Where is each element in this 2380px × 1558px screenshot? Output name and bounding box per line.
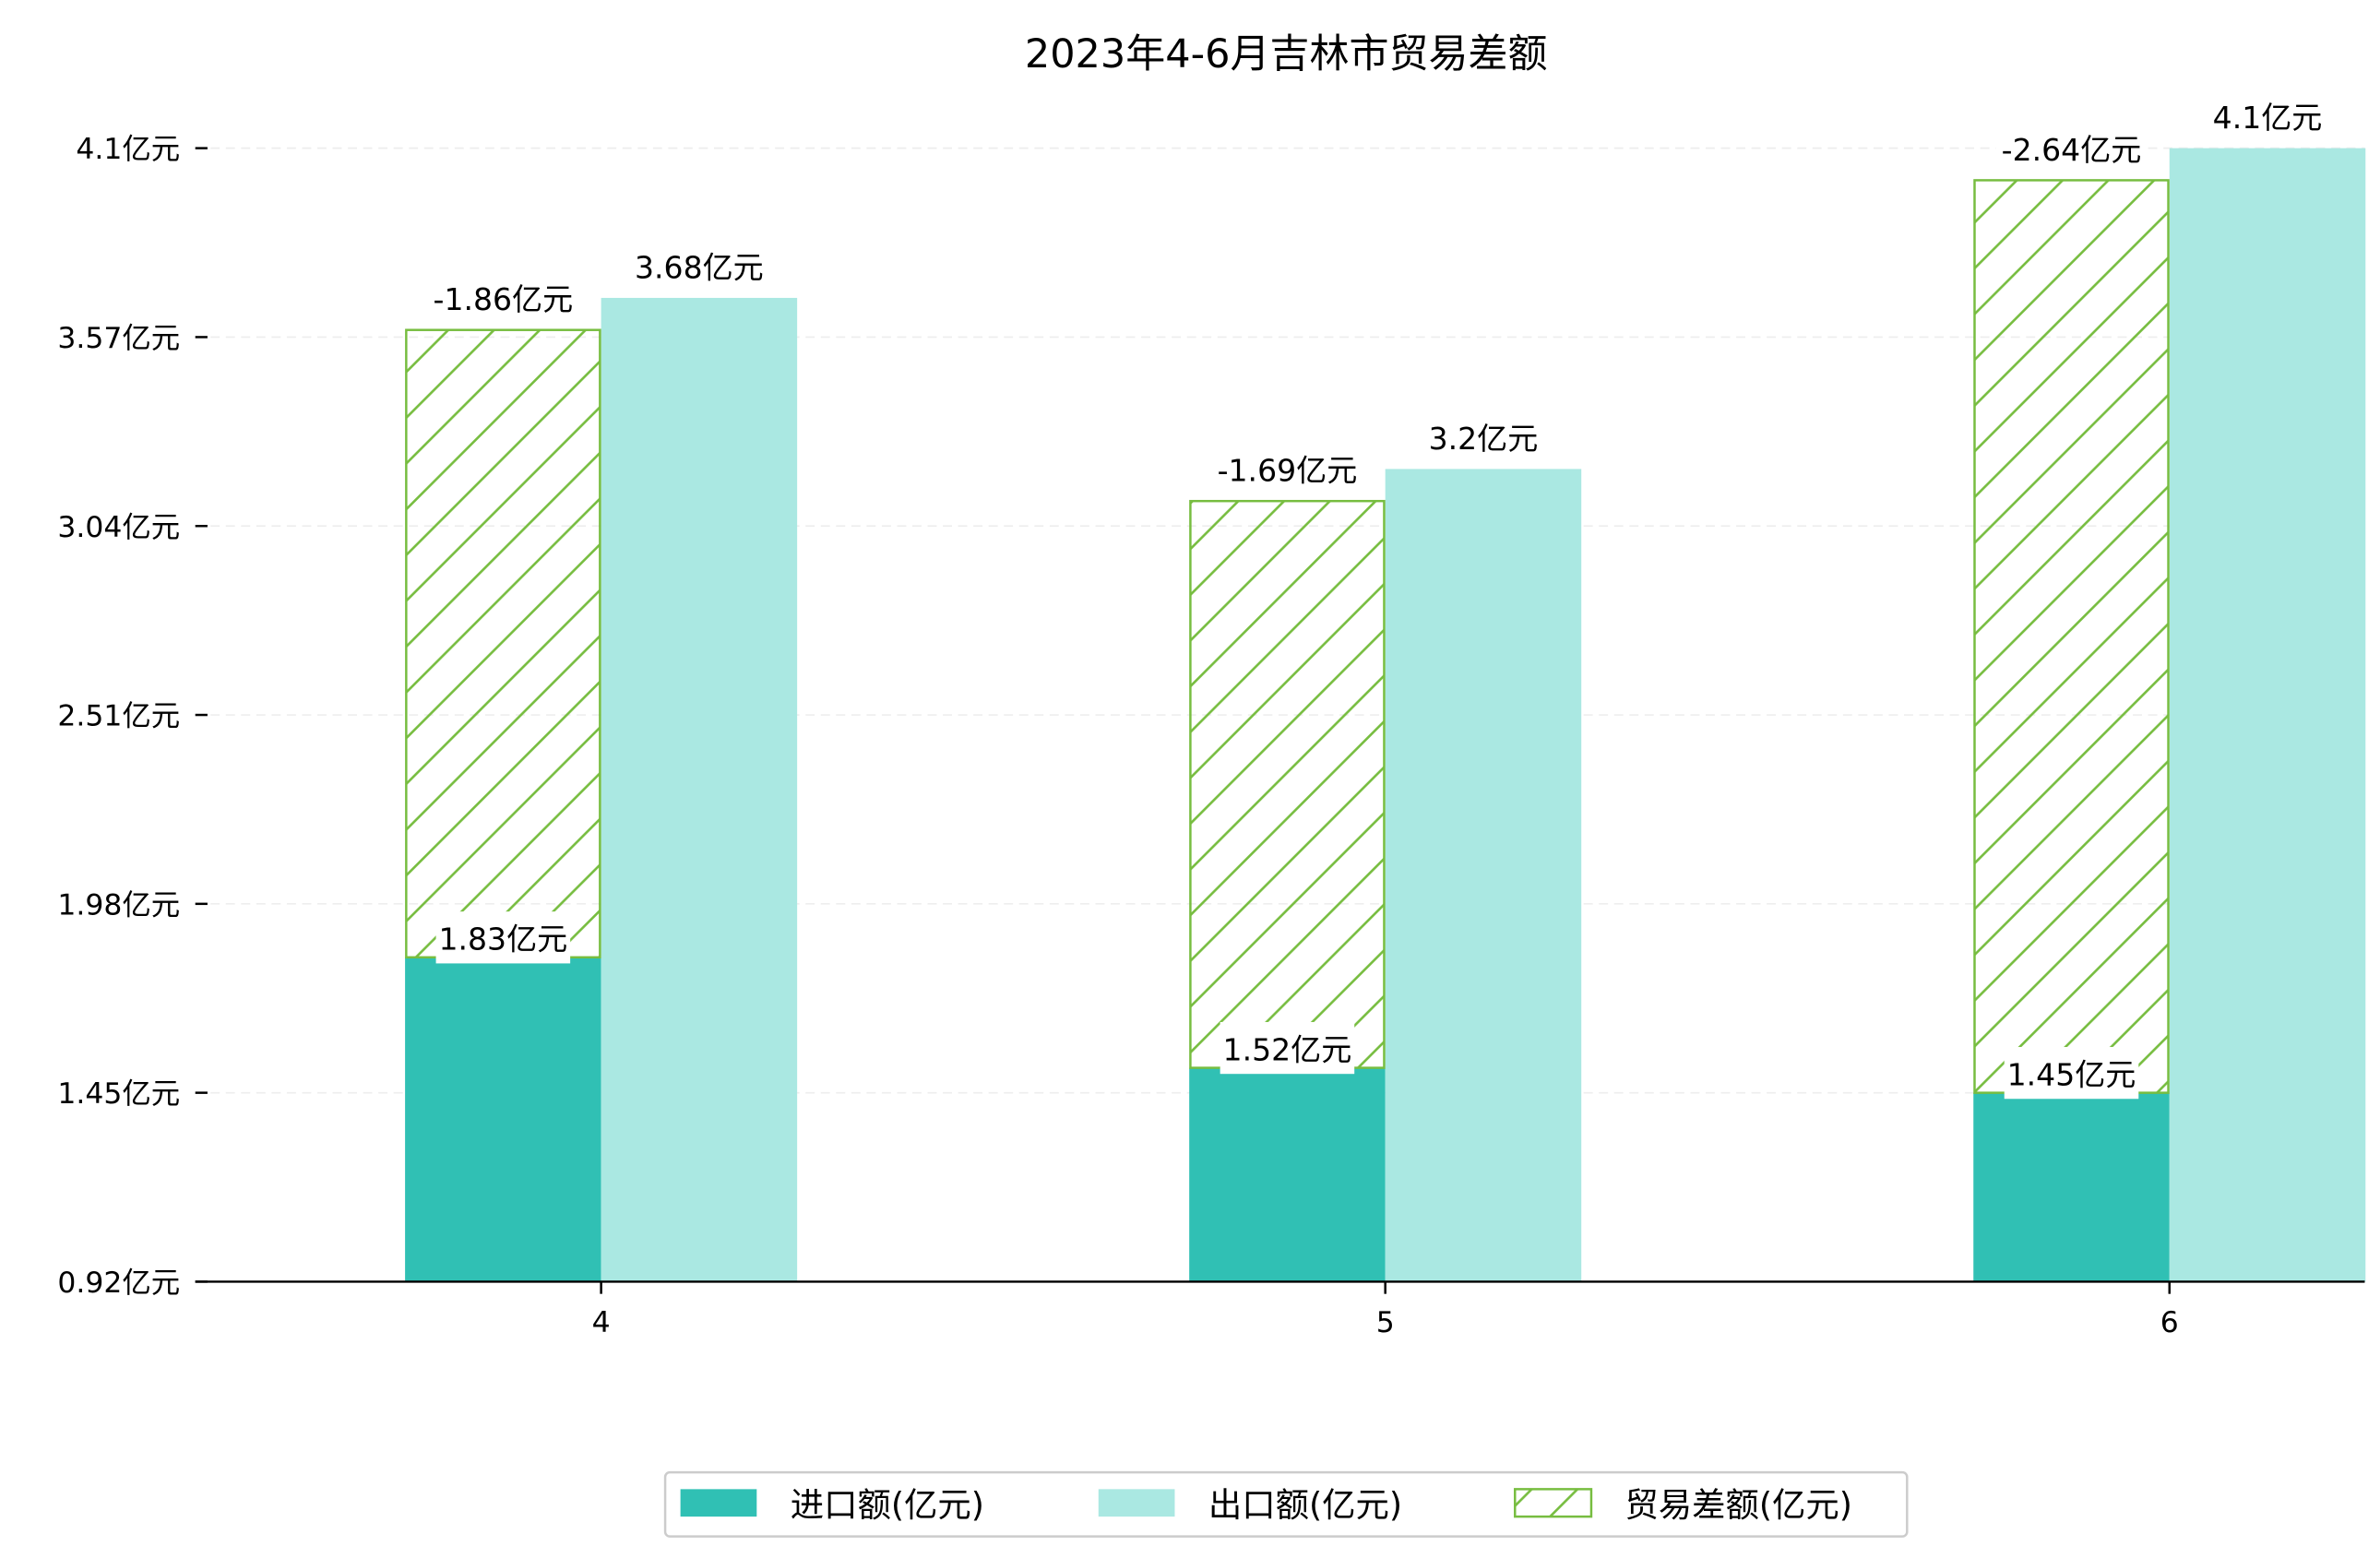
y-tick-label: 2.51亿元 xyxy=(57,700,180,733)
x-tick-label: 6 xyxy=(2160,1306,2179,1339)
data-label-box xyxy=(632,240,767,292)
balance-bar xyxy=(405,328,601,959)
data-label: -1.69亿元 xyxy=(1218,453,1358,489)
legend: 进口额(亿元) 出口额(亿元) 贸易差额(亿元) xyxy=(663,1470,1909,1538)
chart-title: 2023年4-6月吉林市贸易差额 xyxy=(1025,31,1548,77)
export-bar xyxy=(1385,469,1582,1282)
data-label: 1.83亿元 xyxy=(438,922,567,957)
data-label-box xyxy=(1220,1021,1355,1075)
x-tick-label: 4 xyxy=(592,1306,611,1339)
import-bar xyxy=(405,957,601,1282)
data-label-box xyxy=(1211,443,1363,495)
data-label-box xyxy=(1424,410,1542,463)
import-bar xyxy=(1189,1067,1386,1282)
data-label-box xyxy=(435,911,571,964)
data-label: 1.45亿元 xyxy=(2007,1056,2136,1092)
legend-label-3: 贸易差额(亿元) xyxy=(1624,1485,1852,1525)
legend-swatch-1 xyxy=(680,1489,757,1517)
data-label-box xyxy=(1995,122,2148,174)
y-tick-label: 4.1亿元 xyxy=(76,133,180,166)
legend-label-1: 进口额(亿元) xyxy=(791,1485,984,1525)
data-label: 3.68亿元 xyxy=(635,249,764,285)
data-label-box xyxy=(427,271,579,325)
x-tick-label: 5 xyxy=(1376,1306,1395,1339)
balance-bar xyxy=(1973,179,2170,1094)
legend-swatch-3 xyxy=(1514,1488,1593,1518)
y-tick-label: 3.57亿元 xyxy=(57,322,180,355)
legend-swatch-2 xyxy=(1098,1489,1175,1517)
y-tick-label: 1.45亿元 xyxy=(57,1077,180,1111)
balance-bar xyxy=(1189,499,1386,1069)
data-label-box xyxy=(2208,89,2326,143)
data-label: -2.64亿元 xyxy=(2002,132,2142,168)
legend-label-2: 出口额(亿元) xyxy=(1208,1485,1402,1525)
data-label: -1.86亿元 xyxy=(434,281,574,317)
data-label: 3.2亿元 xyxy=(1429,421,1539,457)
data-label: 4.1亿元 xyxy=(2213,100,2323,136)
y-tick-label: 3.04亿元 xyxy=(57,511,180,544)
data-label: 1.52亿元 xyxy=(1223,1031,1352,1067)
data-label-box xyxy=(2004,1047,2139,1100)
export-bar xyxy=(2169,148,2366,1282)
export-bar xyxy=(601,297,798,1282)
y-tick-label: 1.98亿元 xyxy=(57,888,180,922)
import-bar xyxy=(1973,1092,2170,1282)
y-tick-label: 0.92亿元 xyxy=(57,1267,180,1300)
